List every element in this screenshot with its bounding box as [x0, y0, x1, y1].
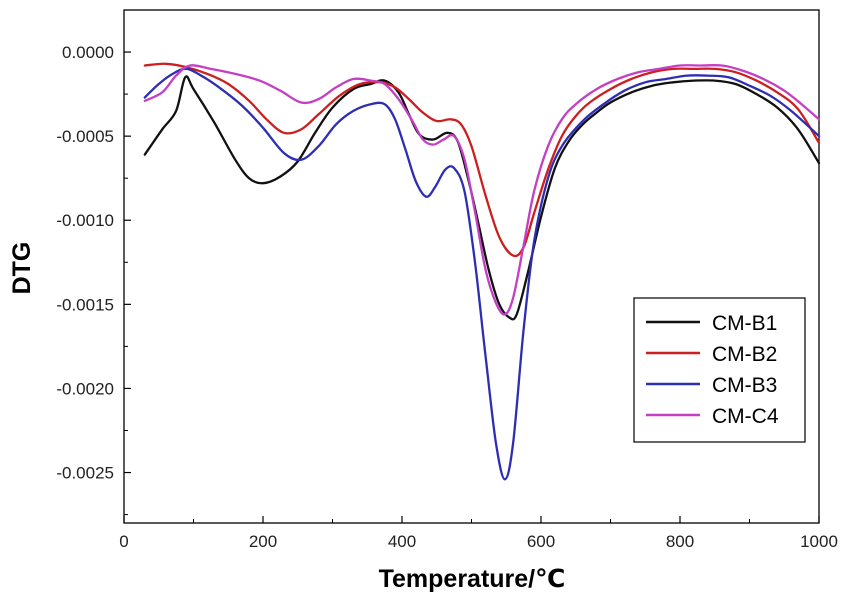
x-axis: 0 200 400 600 800 1000 [119, 516, 838, 551]
series-lines [143, 62, 821, 481]
series-line-cm-b2 [143, 62, 821, 258]
x-tick-label: 600 [527, 532, 555, 551]
legend-label-cm-c4: CM-C4 [712, 405, 779, 428]
x-tick-label: 1000 [800, 532, 838, 551]
y-tick-label: -0.0025 [56, 464, 114, 483]
x-axis-title: Temperature/℃ [379, 565, 566, 593]
legend-label-cm-b3: CM-B3 [712, 374, 777, 397]
y-tick-label: -0.0010 [56, 211, 114, 230]
y-tick-label: -0.0015 [56, 295, 114, 314]
y-axis: 0.0000 -0.0005 -0.0010 -0.0015 -0.0020 -0.002… [56, 9, 131, 516]
y-axis-title: DTG [8, 242, 36, 295]
legend-label-cm-b1: CM-B1 [712, 312, 777, 335]
y-tick-label: 0.0000 [62, 43, 114, 62]
y-tick-label: -0.0005 [56, 127, 114, 146]
y-tick-label: -0.0020 [56, 379, 114, 398]
legend-items: CM-B1 CM-B2 CM-B3 CM-C4 [646, 312, 779, 428]
series-line-cm-b1 [143, 75, 821, 321]
plot-frame [123, 9, 820, 524]
x-tick-label: 0 [119, 532, 128, 551]
x-tick-label: 400 [388, 532, 416, 551]
x-tick-label: 800 [666, 532, 694, 551]
legend-label-cm-b2: CM-B2 [712, 343, 777, 366]
x-tick-label: 200 [249, 532, 277, 551]
series-line-cm-c4 [143, 63, 821, 316]
legend: CM-B1 CM-B2 CM-B3 CM-C4 [633, 297, 806, 443]
series-line-cm-b3 [143, 67, 821, 481]
